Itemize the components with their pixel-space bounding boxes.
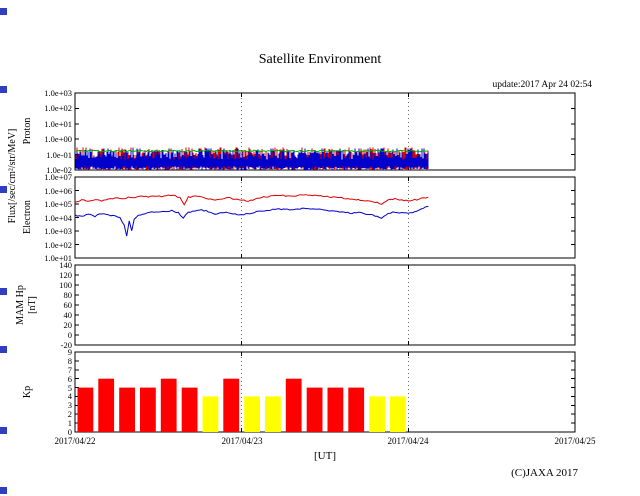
y-tick-label-mam_hp: 0 — [67, 330, 72, 340]
y-tick-label-mam_hp: 20 — [63, 320, 73, 330]
y-tick-label-mam_hp: 40 — [63, 310, 73, 320]
kp-bar — [244, 396, 260, 432]
blue-marker-icon — [0, 186, 7, 193]
blue-marker-icon — [0, 427, 7, 434]
kp-bar — [327, 387, 344, 432]
y-tick-label-kp: 1 — [67, 418, 72, 428]
y-tick-label-mam_hp: 60 — [63, 300, 73, 310]
x-tick-label: 2017/04/22 — [54, 436, 96, 446]
y-tick-label-kp: 5 — [67, 383, 72, 393]
copyright-text: (C)JAXA 2017 — [511, 467, 578, 479]
kp-bar — [181, 387, 198, 432]
series-proton-green — [75, 149, 429, 153]
kp-bar — [348, 387, 365, 432]
x-tick-label: 2017/04/25 — [554, 436, 596, 446]
electron-frame — [74, 176, 576, 259]
blue-marker-icon — [0, 487, 7, 494]
y-tick-label-proton: 1.0e+03 — [44, 88, 72, 98]
y-tick-label-proton: 1.0e+00 — [44, 134, 72, 144]
y-tick-label-electron: 1.0e+02 — [44, 240, 72, 250]
series-electron-blue — [74, 205, 429, 237]
series-proton-blue — [75, 148, 429, 170]
y-tick-label-mam_hp: 80 — [63, 290, 73, 300]
y-tick-label-kp: 8 — [67, 356, 72, 366]
kp-bar — [223, 378, 240, 432]
kp-bar — [285, 378, 302, 432]
y-tick-label-mam_hp: 140 — [59, 260, 72, 270]
y-tick-label-kp: 7 — [67, 365, 72, 375]
y-tick-label-kp: 0 — [67, 427, 72, 437]
x-tick-label: 2017/04/23 — [221, 436, 263, 446]
series-electron-red — [74, 194, 429, 206]
update-timestamp: update:2017 Apr 24 02:54 — [492, 80, 592, 90]
kp-bar — [265, 396, 281, 432]
x-tick-label: 2017/04/24 — [387, 436, 429, 446]
y-tick-label-electron: 1.0e+07 — [44, 172, 72, 182]
kp-bar — [140, 387, 156, 432]
kp-bar — [369, 396, 385, 432]
x-axis-title: [UT] — [314, 450, 336, 462]
y-tick-label-mam_hp: 100 — [59, 280, 72, 290]
y-tick-label-proton: 1.0e-02 — [46, 165, 72, 175]
y-tick-label-kp: 3 — [67, 400, 72, 410]
y-tick-label-mam_hp: 120 — [59, 270, 72, 280]
mam_hp-frame — [74, 264, 576, 346]
y-tick-label-kp: 2 — [67, 409, 72, 419]
proton-frame — [74, 92, 576, 171]
y-tick-label-kp: 4 — [67, 391, 72, 401]
y-tick-label-proton: 1.0e+02 — [44, 103, 72, 113]
kp-bar — [119, 387, 135, 432]
y-tick-label-electron: 1.0e+05 — [44, 199, 72, 209]
blue-marker-icon — [0, 86, 7, 93]
kp-bar — [306, 387, 323, 432]
blue-marker-icon — [0, 288, 7, 295]
y-tick-label-proton: 1.0e+01 — [44, 119, 72, 129]
y-tick-label-electron: 1.0e+06 — [44, 186, 72, 196]
blue-marker-icon — [0, 8, 7, 15]
page-title: Satellite Environment — [258, 52, 382, 67]
y-tick-label-mam_hp: -20 — [60, 340, 72, 350]
y-tick-label-kp: 6 — [67, 374, 72, 384]
y-tick-label-electron: 1.0e+04 — [44, 213, 72, 223]
kp-bar — [98, 378, 115, 432]
y-tick-label-kp: 9 — [67, 347, 72, 357]
kp-bar — [202, 396, 219, 432]
kp-bar — [77, 387, 94, 432]
kp-bar — [390, 396, 406, 432]
kp-frame — [74, 351, 576, 433]
y-tick-label-electron: 1.0e+03 — [44, 226, 72, 236]
y-tick-label-electron: 1.0e+01 — [44, 253, 72, 263]
kp-bar — [160, 378, 177, 432]
y-tick-label-proton: 1.0e-01 — [46, 150, 72, 160]
blue-marker-icon — [0, 346, 7, 353]
